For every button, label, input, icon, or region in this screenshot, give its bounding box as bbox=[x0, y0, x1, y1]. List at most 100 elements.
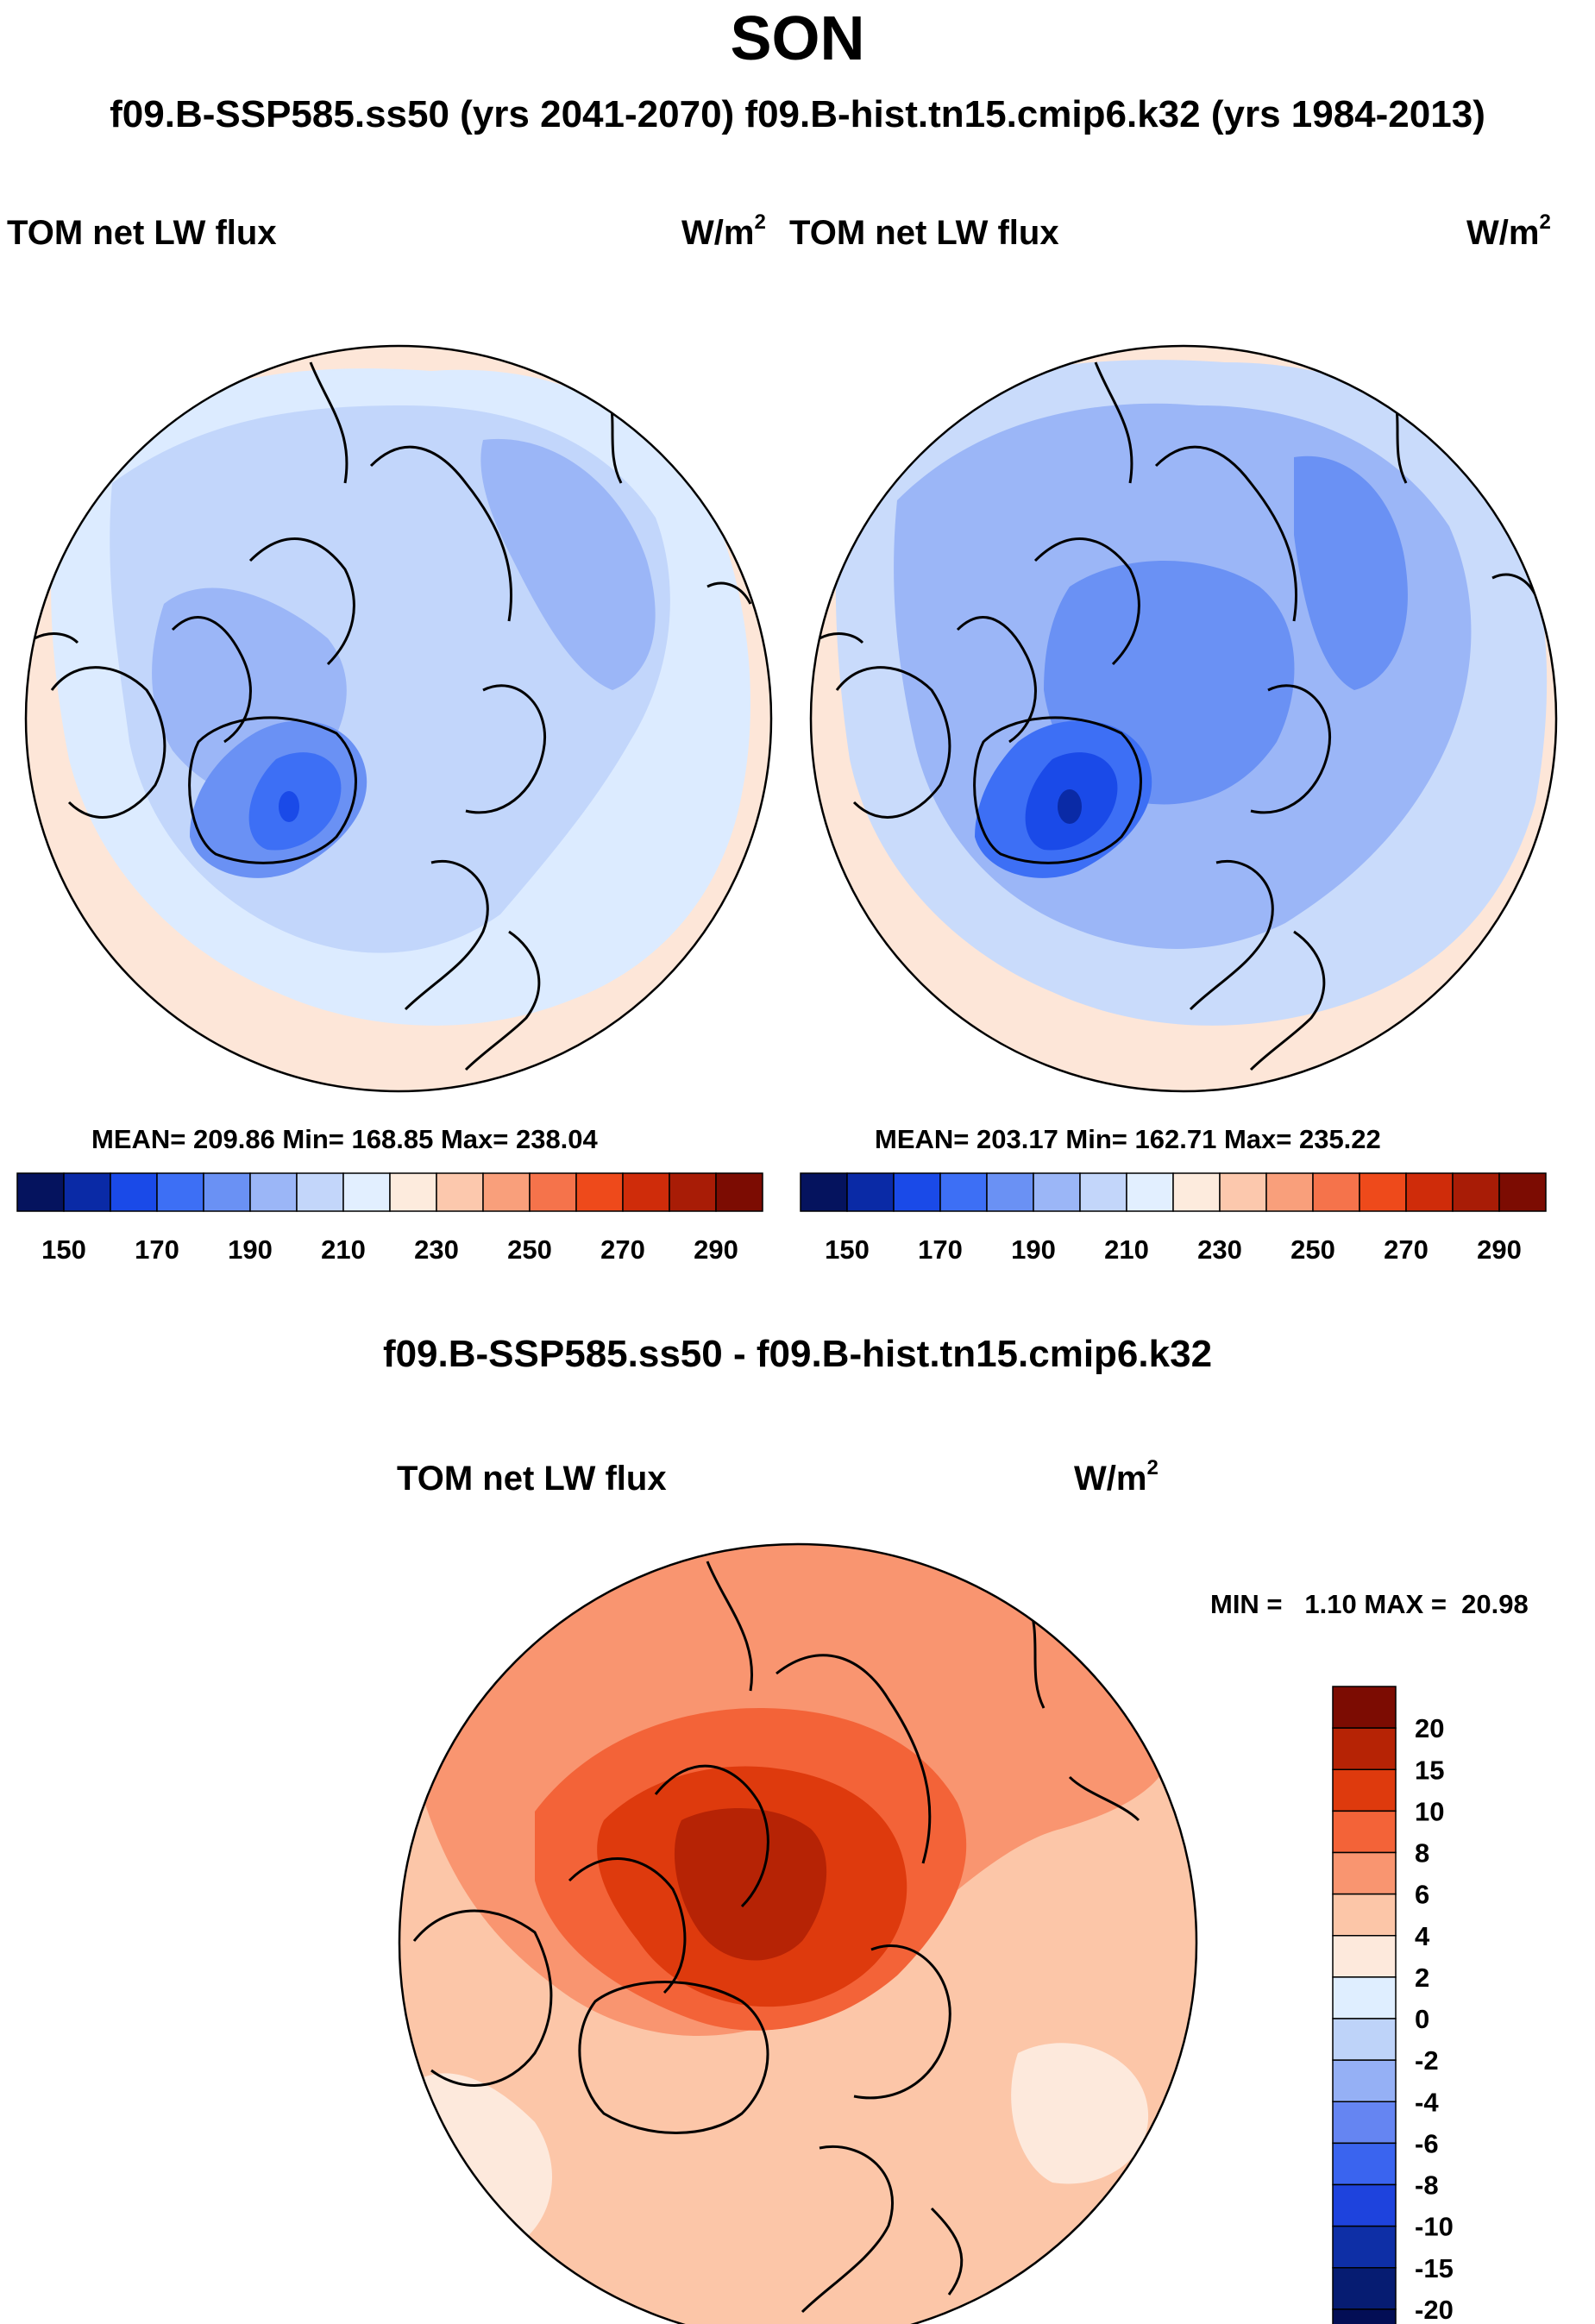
cbar2-tick-label: 230 bbox=[1197, 1234, 1242, 1265]
cbar2-swatch bbox=[1265, 1172, 1314, 1212]
panel2-units-base: W/m bbox=[1466, 214, 1540, 252]
p1-field-190 bbox=[480, 438, 656, 690]
cbar3-tick-label: 2 bbox=[1415, 1963, 1429, 1993]
cbar3-tick-label: -8 bbox=[1415, 2170, 1439, 2201]
panel2-units: W/m2 bbox=[1466, 210, 1551, 253]
panel1-stats: MEAN= 209.86 Min= 168.85 Max= 238.04 bbox=[91, 1124, 598, 1154]
cbar1-swatch bbox=[16, 1172, 65, 1212]
cbar1-swatch bbox=[575, 1172, 624, 1212]
cbar1-swatch bbox=[669, 1172, 717, 1212]
panel2-units-exp: 2 bbox=[1539, 210, 1551, 234]
cbar2-swatch bbox=[1079, 1172, 1127, 1212]
cbar2-swatch bbox=[939, 1172, 988, 1212]
cbar1-swatch bbox=[342, 1172, 391, 1212]
cbar2-swatch bbox=[1172, 1172, 1221, 1212]
cbar3-swatch bbox=[1332, 1935, 1397, 1978]
cbar2-swatch bbox=[986, 1172, 1034, 1212]
panel2-stats: MEAN= 203.17 Min= 162.71 Max= 235.22 bbox=[875, 1124, 1381, 1154]
cbar1-tick-label: 270 bbox=[600, 1234, 645, 1265]
cbar1-tick-label: 150 bbox=[41, 1234, 86, 1265]
p1-map-boundary bbox=[24, 344, 773, 1093]
cbar1-swatch bbox=[622, 1172, 670, 1212]
diff-units-base: W/m bbox=[1074, 1460, 1147, 1498]
panel1-units-base: W/m bbox=[681, 214, 755, 252]
cbar3-swatch bbox=[1332, 2183, 1397, 2227]
cbar3-tick-label: 0 bbox=[1415, 2004, 1429, 2034]
p2-field-150 bbox=[1058, 789, 1082, 824]
cbar1-swatch bbox=[296, 1172, 344, 1212]
cbar2-tick-label: 150 bbox=[825, 1234, 870, 1265]
cbar1-swatch bbox=[436, 1172, 484, 1212]
diff-minmax: MIN = 1.10 MAX = 20.98 bbox=[1210, 1589, 1529, 1619]
cbar1-tick-label: 190 bbox=[228, 1234, 273, 1265]
cbar1-tick-label: 210 bbox=[321, 1234, 366, 1265]
figure-subtitle: f09.B-SSP585.ss50 (yrs 2041-2070) f09.B-… bbox=[110, 93, 1485, 135]
cbar2-tick-label: 170 bbox=[918, 1234, 963, 1265]
d-field-15 bbox=[674, 1808, 827, 1961]
cbar2-tick-label: 290 bbox=[1477, 1234, 1522, 1265]
cbar1-swatch bbox=[63, 1172, 111, 1212]
cbar2-swatch bbox=[1312, 1172, 1360, 1212]
cbar3-swatch bbox=[1332, 2059, 1397, 2102]
cbar1-swatch bbox=[389, 1172, 437, 1212]
colorbar-panel2: 150 170 190 210 230 250 270 290 bbox=[800, 1172, 1547, 1265]
cbar1-tick-label: 250 bbox=[507, 1234, 552, 1265]
cbar3-tick-label: -2 bbox=[1415, 2045, 1439, 2076]
panel2-title: TOM net LW flux bbox=[789, 214, 1059, 252]
cbar3-swatch bbox=[1332, 1686, 1397, 1729]
cbar3-swatch bbox=[1332, 2018, 1397, 2061]
cbar2-swatch bbox=[1498, 1172, 1547, 1212]
cbar3-swatch bbox=[1332, 1851, 1397, 1895]
cbar1-swatch bbox=[110, 1172, 158, 1212]
cbar3-tick-label: 10 bbox=[1415, 1796, 1444, 1826]
map-panel1 bbox=[24, 344, 773, 1093]
figure-title: SON bbox=[730, 4, 865, 73]
diff-title: f09.B-SSP585.ss50 - f09.B-hist.tn15.cmip… bbox=[382, 1333, 1213, 1375]
cbar1-tick-label: 170 bbox=[135, 1234, 179, 1265]
cbar2-swatch bbox=[1126, 1172, 1174, 1212]
d-coastlines bbox=[412, 1561, 1140, 2314]
panel1-units-exp: 2 bbox=[754, 210, 766, 234]
cbar3-swatch bbox=[1332, 1976, 1397, 2019]
cbar3-tick-label: -20 bbox=[1415, 2295, 1454, 2324]
cbar1-tick-label: 290 bbox=[694, 1234, 738, 1265]
p2-field-180b bbox=[1294, 455, 1408, 690]
panel1-units: W/m2 bbox=[681, 210, 766, 253]
cbar2-tick-label: 250 bbox=[1290, 1234, 1335, 1265]
cbar1-swatch bbox=[715, 1172, 763, 1212]
cbar2-tick-label: 210 bbox=[1104, 1234, 1149, 1265]
cbar3-tick-label: 20 bbox=[1415, 1713, 1444, 1743]
cbar3-tick-label: 4 bbox=[1415, 1921, 1430, 1951]
cbar3-swatch bbox=[1332, 1768, 1397, 1812]
cbar2-swatch bbox=[1219, 1172, 1267, 1212]
cbar1-swatch bbox=[482, 1172, 531, 1212]
cbar3-tick-label: -10 bbox=[1415, 2212, 1454, 2242]
p2-map-boundary bbox=[809, 344, 1558, 1093]
cbar3-tick-label: 15 bbox=[1415, 1755, 1444, 1785]
cbar1-tick-label: 230 bbox=[414, 1234, 459, 1265]
cbar1-swatch bbox=[249, 1172, 298, 1212]
diff-panel-title: TOM net LW flux bbox=[397, 1460, 667, 1498]
cbar3-tick-label: -15 bbox=[1415, 2253, 1454, 2283]
colorbar-panel1: 150 170 190 210 230 250 270 290 bbox=[16, 1172, 763, 1265]
cbar2-swatch bbox=[893, 1172, 941, 1212]
cbar1-swatch bbox=[156, 1172, 204, 1212]
cbar2-swatch bbox=[800, 1172, 848, 1212]
diff-units: W/m2 bbox=[1074, 1456, 1159, 1498]
cbar3-tick-label: 6 bbox=[1415, 1880, 1429, 1910]
cbar2-swatch bbox=[1033, 1172, 1081, 1212]
d-map-boundary bbox=[398, 1542, 1198, 2324]
cbar3-swatch bbox=[1332, 2308, 1397, 2324]
cbar3-tick-label: -4 bbox=[1415, 2087, 1439, 2117]
cbar3-swatch bbox=[1332, 2267, 1397, 2310]
cbar1-swatch bbox=[203, 1172, 251, 1212]
cbar3-swatch bbox=[1332, 2101, 1397, 2145]
p1-coastlines bbox=[34, 361, 752, 1071]
cbar2-swatch bbox=[846, 1172, 895, 1212]
cbar2-tick-label: 190 bbox=[1011, 1234, 1056, 1265]
cbar3-swatch bbox=[1332, 1893, 1397, 1937]
cbar3-tick-label: -6 bbox=[1415, 2128, 1439, 2158]
cbar2-swatch bbox=[1359, 1172, 1407, 1212]
